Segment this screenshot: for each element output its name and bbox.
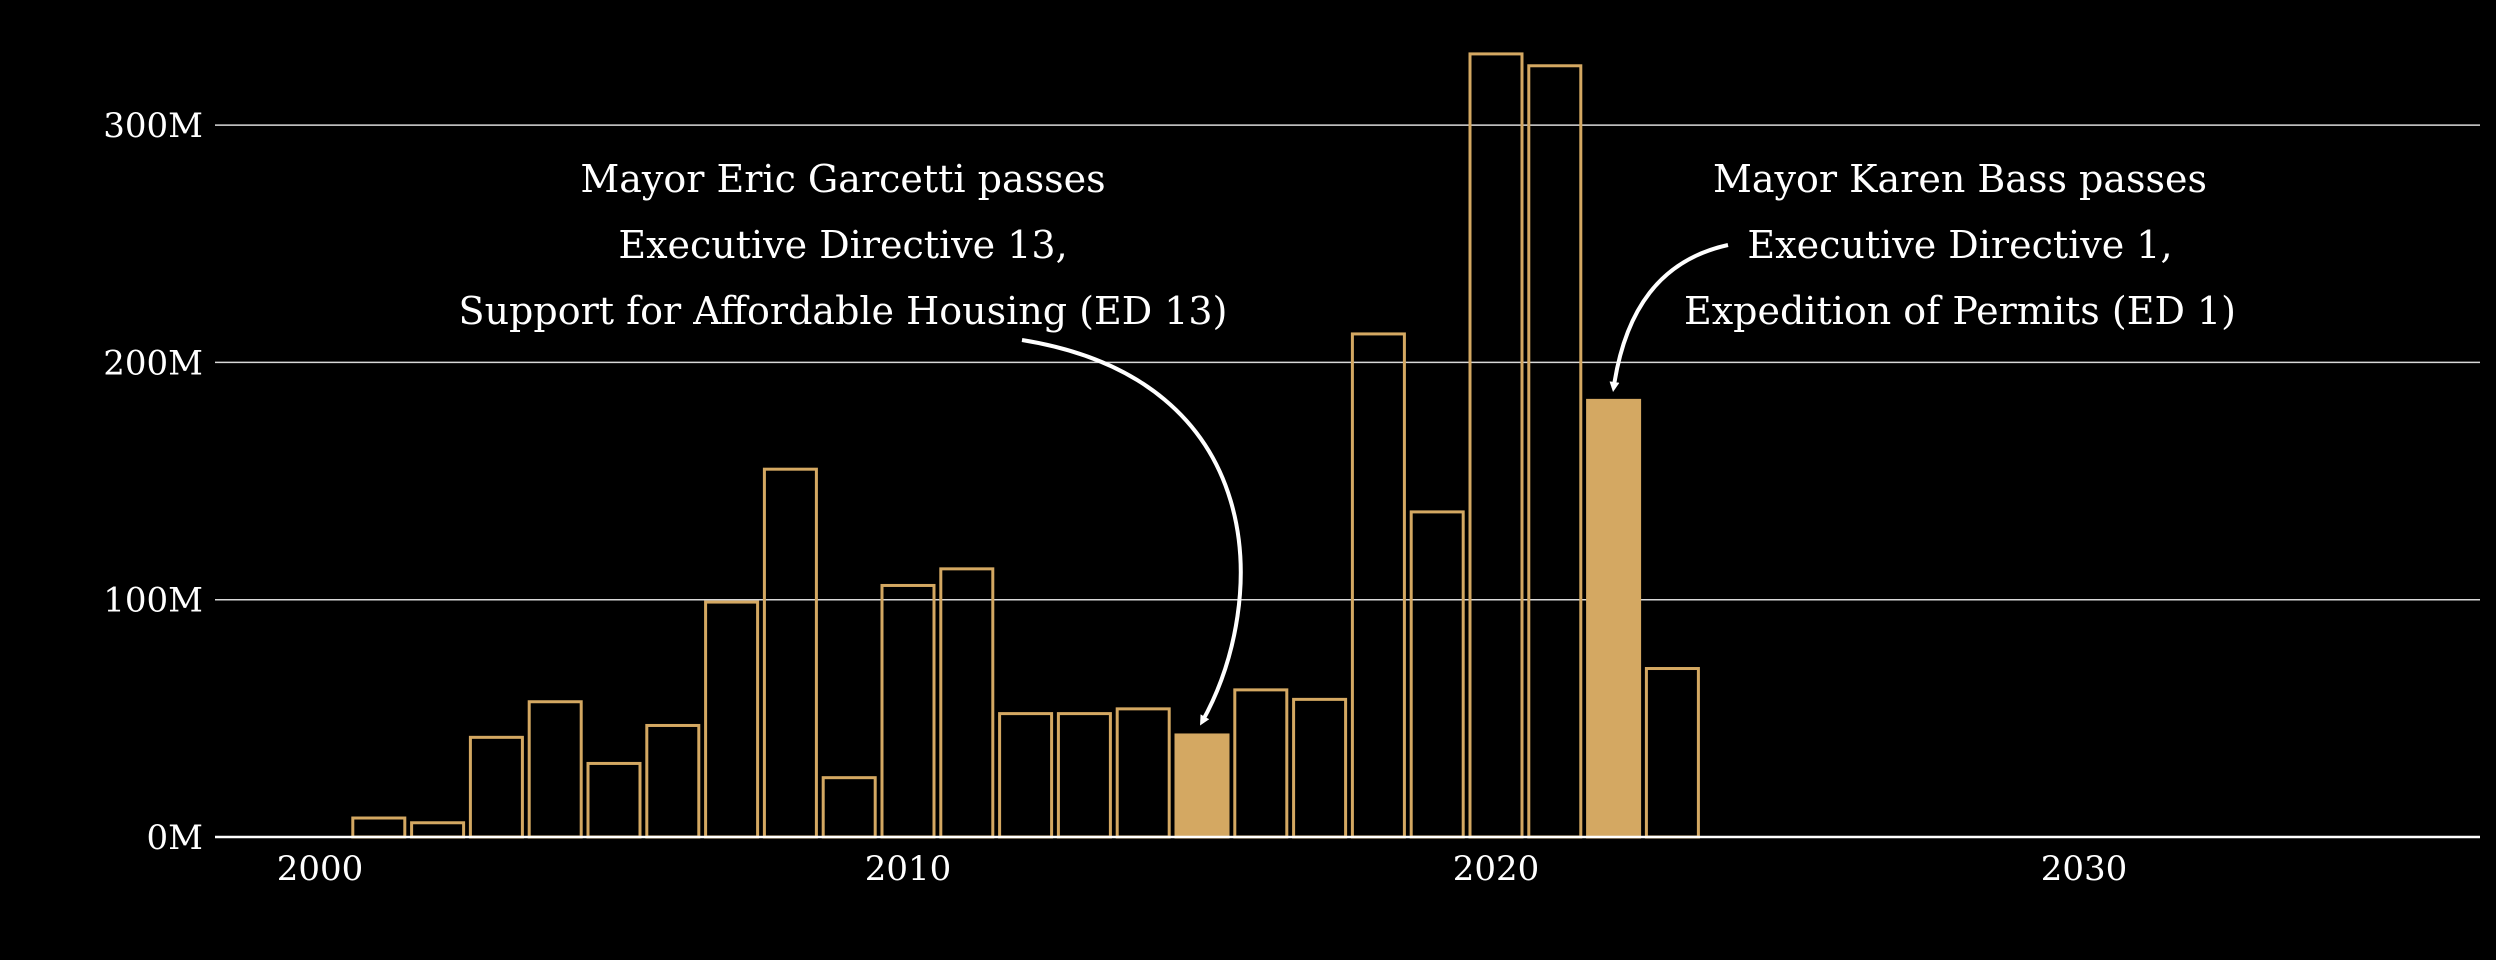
bars [351,52,1700,839]
annotation: Mayor Karen Bass passes Executive Directi… [1684,157,2236,333]
annotation-text: Mayor Karen Bass passes [1713,157,2207,201]
bar [880,583,936,839]
bar [1644,667,1700,839]
bar [1527,64,1583,839]
annotation-arrow [1021,338,1243,726]
bar [527,700,583,839]
annotation-text: Executive Directive 13, [618,223,1067,267]
bar [762,467,818,839]
y-tick-label: 0M [147,818,203,858]
annotation: Mayor Eric Garcetti passes Executive Dire… [459,157,1228,333]
bar [1292,697,1348,839]
annotations: Mayor Eric Garcetti passes Executive Dire… [459,157,2236,726]
annotation-text: Expedition of Permits (ED 1) [1684,289,2236,333]
bar [351,816,407,839]
bar [1174,733,1230,839]
annotation-text: Mayor Eric Garcetti passes [580,157,1105,201]
y-tick-label: 300M [103,106,203,146]
axes: 0M 100M 200M 300M 2000 2010 2020 2030 [103,106,2480,889]
bar [645,723,701,839]
annotation-text: Support for Affordable Housing (ED 13) [459,289,1228,333]
bar [939,567,995,839]
x-tick-label: 2030 [2041,849,2128,889]
x-tick-label: 2000 [277,849,364,889]
annotation-arrow [1609,243,1729,392]
bar [1350,332,1406,839]
bar [998,712,1054,839]
bar [821,776,877,839]
bar [704,600,760,839]
bar [1586,398,1642,839]
bar [1468,52,1524,839]
bar [410,821,466,839]
bar [1056,712,1112,839]
x-tick-label: 2020 [1453,849,1540,889]
bar [586,761,642,839]
y-tick-label: 200M [103,343,203,383]
y-tick-label: 100M [103,581,203,621]
bar [1409,510,1465,839]
grid-lines [215,124,2480,601]
bar [468,735,524,839]
annotation-text: Executive Directive 1, [1747,223,2172,267]
x-tick-label: 2010 [865,849,952,889]
bar [1115,707,1171,839]
bar [1233,688,1289,839]
